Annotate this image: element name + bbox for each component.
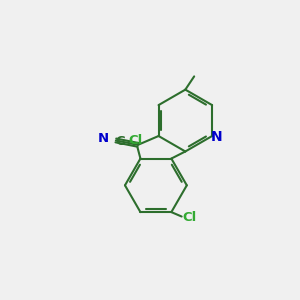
Text: N: N [211,130,222,145]
Text: Cl: Cl [128,134,142,147]
Text: N: N [98,132,109,145]
Text: C: C [116,134,125,148]
Text: Cl: Cl [183,212,197,224]
